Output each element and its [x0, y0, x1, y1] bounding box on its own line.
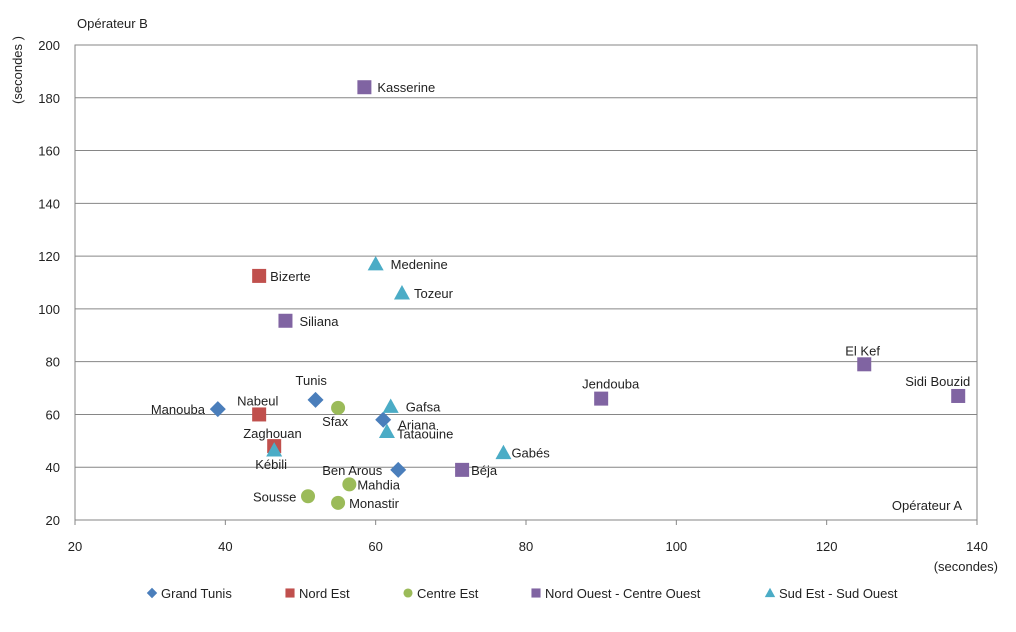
x-tick-label: 120 [816, 539, 838, 554]
data-points [209, 80, 966, 510]
x-tick-labels: 20 40 60 80 100 120 140 [68, 520, 988, 554]
point-label-sidi-bouzid: Sidi Bouzid [905, 374, 970, 389]
x-axis-corner-label: Opérateur A [892, 498, 962, 513]
legend-label-centre-est: Centre Est [417, 586, 479, 601]
legend-marker-sud-est-sud-ouest [764, 587, 776, 598]
legend-marker-centre-est [403, 588, 413, 598]
point-label-mahdia: Mahdia [357, 477, 400, 492]
y-tick-label: 140 [38, 196, 60, 211]
legend-label-grand-tunis: Grand Tunis [161, 586, 232, 601]
x-tick-label: 80 [519, 539, 533, 554]
point-label-ben-arous: Ben Arous [322, 463, 382, 478]
x-tick-label: 60 [368, 539, 382, 554]
point-siliana [278, 313, 293, 328]
x-tick-label: 20 [68, 539, 82, 554]
legend-marker-nord-ouest-centre-ouest [531, 588, 541, 598]
legend-marker-nord-est [285, 588, 295, 598]
point-gafsa [382, 398, 399, 413]
legend-marker-grand-tunis [146, 587, 158, 599]
point-label-jendouba: Jendouba [582, 377, 640, 392]
legend-label-nord-est: Nord Est [299, 586, 350, 601]
y-tick-label: 180 [38, 91, 60, 106]
y-tick-label: 60 [46, 407, 60, 422]
x-tick-label: 100 [665, 539, 687, 554]
legend-label-sud-est-sud-ouest: Sud Est - Sud Ouest [779, 586, 898, 601]
point-label-tunis: Tunis [296, 373, 328, 388]
point-sfax [331, 400, 346, 415]
point-label-kasserine: Kasserine [377, 80, 435, 95]
point-label-bizerte: Bizerte [270, 269, 310, 284]
point-label-sousse: Sousse [253, 489, 296, 504]
point-label-sfax: Sfax [322, 414, 349, 429]
legend: Grand Tunis Nord Est Centre Est Nord Ouest … [146, 586, 898, 601]
point-tataouine [378, 423, 395, 438]
point-bizerte [252, 268, 267, 283]
y-tick-label: 200 [38, 38, 60, 53]
point-kasserine [357, 80, 372, 95]
point-label-nabeul: Nabeul [237, 393, 278, 408]
x-tick-label: 40 [218, 539, 232, 554]
point-label-medenine: Medenine [391, 257, 448, 272]
x-axis-label: (secondes) [934, 559, 998, 574]
plot-area-frame [74, 44, 978, 521]
point-label-gabes: Gabés [511, 446, 550, 461]
point-label-monastir: Monastir [349, 496, 400, 511]
y-tick-label: 100 [38, 302, 60, 317]
y-axis-corner-label: Opérateur B [77, 16, 148, 31]
point-nabeul [252, 407, 267, 422]
point-tunis [307, 391, 324, 408]
x-tick-label: 140 [966, 539, 988, 554]
y-tick-label: 80 [46, 355, 60, 370]
point-label-el-kef: El Kef [845, 343, 880, 358]
point-label-tozeur: Tozeur [414, 286, 454, 301]
point-labels: Manouba Tunis Ariana Ben Arous Bizerte Nabeul… [151, 80, 970, 511]
point-tozeur [393, 285, 410, 300]
point-label-manouba: Manouba [151, 402, 206, 417]
y-tick-label: 120 [38, 249, 60, 264]
point-label-zaghouan: Zaghouan [243, 426, 302, 441]
y-tick-label: 20 [46, 513, 60, 528]
point-el-kef [857, 357, 872, 372]
point-medenine [367, 256, 384, 271]
point-label-beja: Béja [471, 463, 498, 478]
point-manouba [209, 401, 226, 418]
point-label-gafsa: Gafsa [406, 400, 441, 415]
point-label-siliana: Siliana [299, 314, 339, 329]
point-monastir [331, 495, 346, 510]
y-tick-label: 40 [46, 460, 60, 475]
point-sidi-bouzid [951, 388, 966, 403]
point-label-kebili: Kébili [255, 457, 287, 472]
point-label-ariana: Ariana [398, 418, 436, 433]
point-ben-arous [390, 461, 407, 478]
point-gabes [495, 444, 512, 460]
point-mahdia [342, 477, 357, 492]
point-sousse [301, 489, 316, 504]
y-axis-label: (secondes ) [10, 36, 25, 104]
point-kebili [266, 442, 283, 457]
y-tick-label: 160 [38, 144, 60, 159]
point-jendouba [594, 391, 609, 406]
point-ariana [375, 411, 392, 428]
point-label-tataouine: Tataouine [397, 427, 453, 442]
y-tick-labels: 20 40 60 80 100 120 140 160 180 200 [38, 38, 60, 528]
legend-label-nord-ouest-centre-ouest: Nord Ouest - Centre Ouest [545, 586, 701, 601]
point-beja [455, 462, 470, 477]
